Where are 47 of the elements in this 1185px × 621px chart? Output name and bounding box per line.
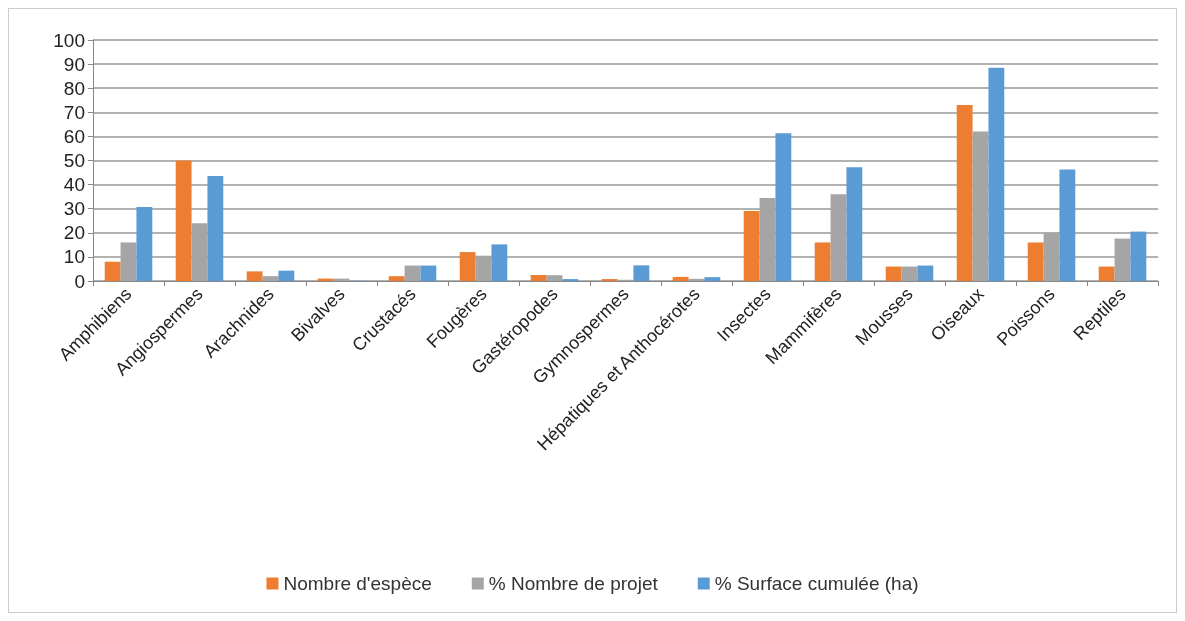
y-tick-label: 90 bbox=[63, 53, 85, 75]
bar bbox=[420, 265, 437, 281]
bar bbox=[207, 175, 224, 281]
y-tick-label: 80 bbox=[63, 77, 85, 99]
bar bbox=[404, 265, 421, 281]
y-tick-label: 20 bbox=[63, 222, 85, 244]
y-tick-label: 0 bbox=[74, 270, 85, 292]
bar bbox=[1027, 242, 1044, 281]
bar bbox=[530, 274, 547, 281]
bar bbox=[775, 133, 792, 281]
bar bbox=[546, 275, 563, 281]
bar bbox=[704, 277, 721, 281]
bar bbox=[136, 207, 153, 281]
bar bbox=[262, 276, 279, 281]
y-tick-label: 30 bbox=[63, 198, 85, 220]
bar bbox=[475, 255, 492, 281]
y-tick-label: 70 bbox=[63, 101, 85, 123]
y-tick-label: 10 bbox=[63, 246, 85, 268]
bar bbox=[278, 270, 295, 281]
y-tick-label: 100 bbox=[53, 29, 85, 51]
bar bbox=[743, 211, 760, 281]
bar bbox=[1059, 169, 1076, 281]
bar bbox=[459, 252, 476, 281]
bar bbox=[388, 276, 405, 281]
bar bbox=[246, 271, 263, 281]
bar bbox=[175, 160, 192, 281]
legend-label: % Surface cumulée (ha) bbox=[714, 573, 919, 594]
bar bbox=[1130, 231, 1147, 281]
bar bbox=[901, 266, 918, 281]
legend-label: % Nombre de projet bbox=[488, 573, 659, 594]
bar bbox=[956, 105, 973, 281]
bar bbox=[972, 131, 989, 281]
y-tick-label: 40 bbox=[63, 174, 85, 196]
y-tick-label: 60 bbox=[63, 125, 85, 147]
bar bbox=[846, 167, 863, 281]
bar bbox=[672, 276, 689, 281]
bar bbox=[491, 244, 508, 281]
bar bbox=[988, 67, 1005, 281]
bar bbox=[885, 266, 902, 281]
bar bbox=[1098, 266, 1115, 281]
y-tick-label: 50 bbox=[63, 150, 85, 171]
bar bbox=[191, 223, 208, 281]
bar bbox=[633, 265, 650, 281]
bar bbox=[814, 242, 831, 281]
legend-label: Nombre d'espèce bbox=[283, 573, 432, 594]
bar bbox=[104, 261, 121, 281]
bar bbox=[917, 265, 934, 281]
